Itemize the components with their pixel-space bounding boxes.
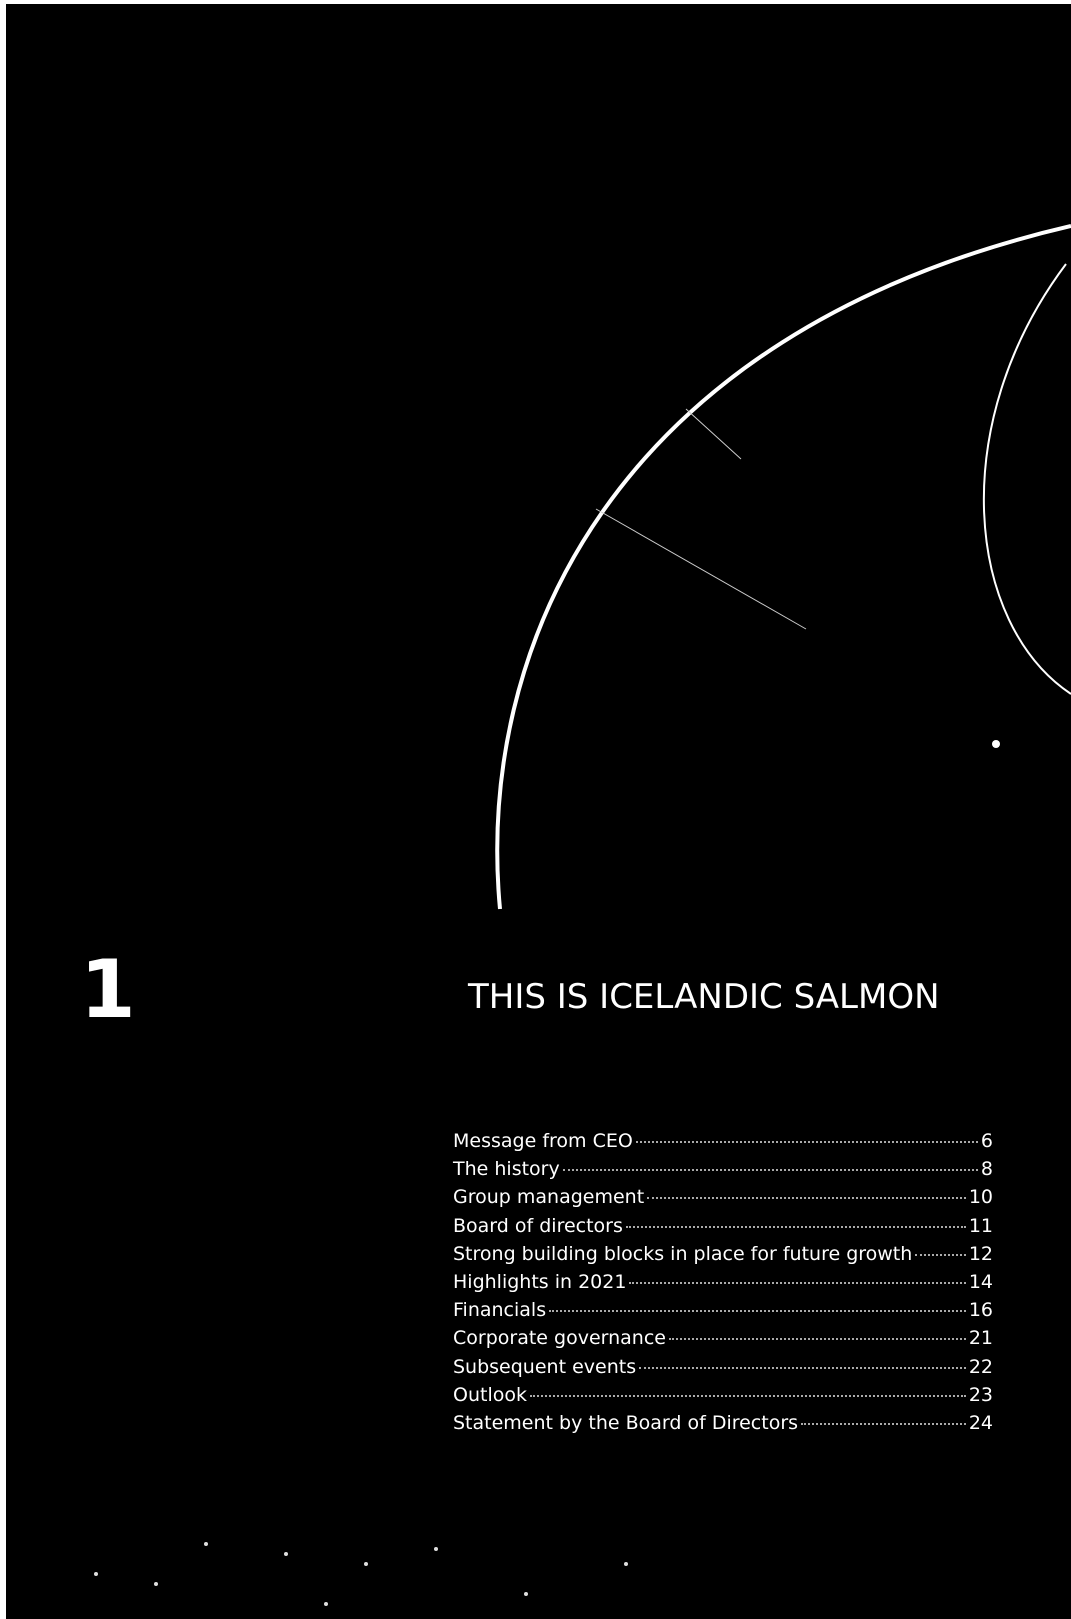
toc-label: Group management [453,1186,645,1209]
toc-entry: Outlook 23 [453,1384,993,1412]
toc-page: 21 [968,1327,993,1350]
toc-page: 24 [968,1411,993,1434]
toc-label: Statement by the Board of Directors [453,1411,799,1434]
toc-entry: Group management 10 [453,1186,993,1214]
toc-label: Financials [453,1299,547,1322]
toc-page: 8 [980,1158,993,1181]
toc-leader [915,1253,966,1256]
toc-page: 22 [968,1355,993,1378]
toc-label: Strong building blocks in place for futu… [453,1242,913,1265]
toc-entry: Financials 16 [453,1299,993,1327]
toc-label: The history [453,1158,560,1181]
toc-entry: Board of directors 11 [453,1215,993,1243]
toc-page: 14 [968,1270,993,1293]
toc-entry: Corporate governance 21 [453,1327,993,1355]
toc-entry: Statement by the Board of Directors 24 [453,1412,993,1440]
toc-page: 23 [968,1383,993,1406]
table-of-contents: Message from CEO 6 The history 8 Group manag… [453,1130,993,1440]
toc-page: 12 [968,1242,993,1265]
toc-leader [625,1225,966,1228]
toc-leader [562,1169,978,1172]
toc-leader [529,1394,966,1397]
toc-leader [647,1197,966,1200]
toc-entry: The history 8 [453,1158,993,1186]
toc-page: 6 [980,1130,993,1152]
toc-leader [801,1422,966,1425]
toc-entry: Strong building blocks in place for futu… [453,1243,993,1271]
toc-entry: Message from CEO 6 [453,1130,993,1158]
toc-label: Corporate governance [453,1327,666,1350]
toc-label: Highlights in 2021 [453,1270,627,1293]
toc-label: Board of directors [453,1214,623,1237]
toc-leader [549,1310,966,1313]
toc-entry: Subsequent events 22 [453,1356,993,1384]
toc-leader [639,1366,966,1369]
toc-label: Outlook [453,1383,527,1406]
toc-page: 10 [968,1186,993,1209]
section-number: 1 [80,943,136,1036]
toc-page: 11 [968,1214,993,1237]
toc-leader [635,1141,978,1143]
background [6,4,1071,1619]
toc-label: Message from CEO [453,1130,633,1152]
toc-page: 16 [968,1299,993,1322]
toc-leader [629,1281,966,1284]
toc-label: Subsequent events [453,1355,637,1378]
toc-entry: Highlights in 2021 14 [453,1271,993,1299]
illustration [94,224,1071,1606]
section-title: THIS IS ICELANDIC SALMON [468,977,940,1017]
toc-leader [668,1338,966,1341]
